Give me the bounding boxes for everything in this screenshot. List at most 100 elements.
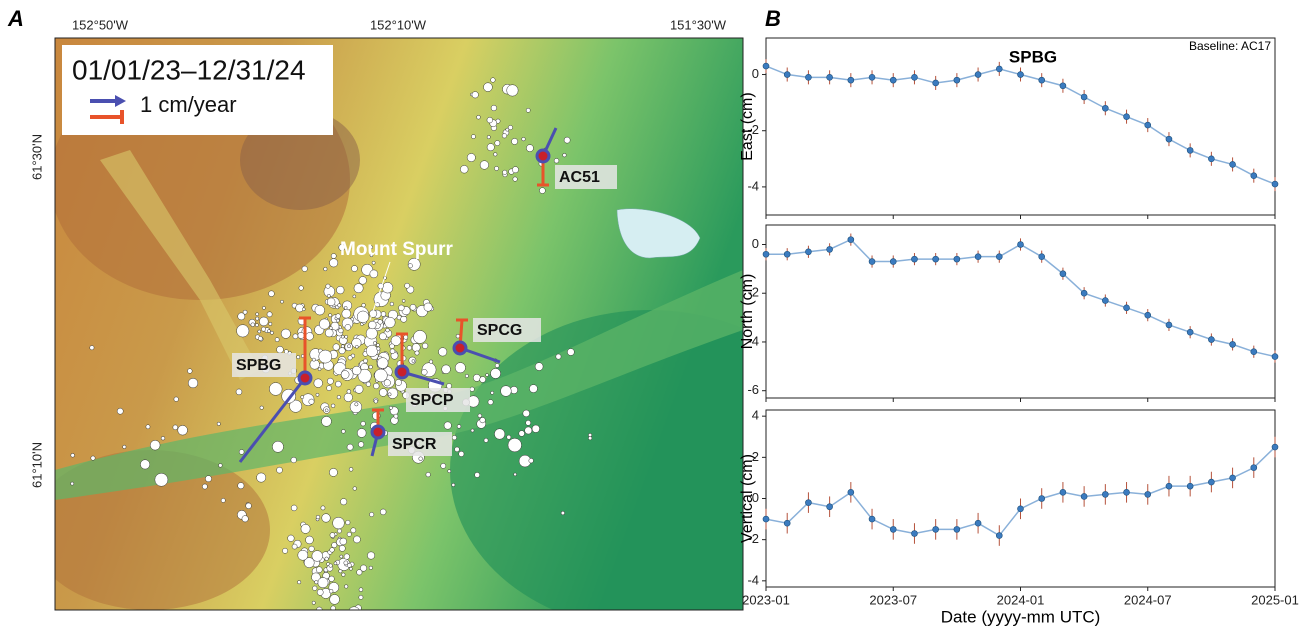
earthquake <box>272 440 284 453</box>
earthquake <box>259 405 264 410</box>
earthquake <box>358 595 364 600</box>
earthquake <box>443 421 452 430</box>
earthquake <box>329 532 336 538</box>
earthquake <box>346 562 352 568</box>
earthquake <box>324 328 334 338</box>
earthquake <box>237 482 245 490</box>
earthquake <box>367 551 376 560</box>
earthquake <box>172 424 179 431</box>
earthquake <box>305 535 314 545</box>
point <box>1250 172 1258 179</box>
earthquake <box>365 344 379 357</box>
earthquake <box>297 580 302 585</box>
earthquake <box>479 417 486 424</box>
earthquake <box>329 258 339 268</box>
x-tick-label: 2024-01 <box>997 592 1045 607</box>
earthquake <box>490 104 497 112</box>
y-tick-label: -2 <box>747 531 759 546</box>
earthquake <box>494 428 506 440</box>
point <box>1102 297 1109 304</box>
earthquake <box>326 293 331 298</box>
earthquake <box>428 359 434 364</box>
earthquake <box>145 424 151 430</box>
earthquake <box>313 378 323 388</box>
earthquake <box>311 357 316 362</box>
earthquake <box>315 566 323 573</box>
earthquake <box>274 337 280 342</box>
earthquake <box>401 299 406 303</box>
earthquake <box>339 537 347 546</box>
earthquake <box>329 468 338 477</box>
earthquake <box>270 330 274 335</box>
earthquake <box>502 169 508 175</box>
earthquake <box>338 347 346 355</box>
earthquake <box>376 343 380 347</box>
earthquake <box>301 265 308 272</box>
earthquake <box>505 127 510 132</box>
point <box>932 79 939 87</box>
earthquake <box>140 459 151 470</box>
point <box>805 499 812 506</box>
earthquake <box>356 428 367 438</box>
point <box>826 74 833 81</box>
earthquake <box>276 466 283 474</box>
earthquake <box>289 399 303 413</box>
earthquake <box>300 395 305 399</box>
earthquake <box>328 313 333 318</box>
earthquake <box>320 505 326 511</box>
earthquake <box>389 348 396 354</box>
earthquake <box>343 392 353 402</box>
map-frame <box>54 37 744 611</box>
point <box>783 71 791 78</box>
point <box>1186 328 1194 336</box>
earthquake <box>337 528 342 534</box>
earthquake <box>326 385 332 391</box>
earthquake <box>563 136 571 144</box>
point <box>1123 113 1130 120</box>
earthquake <box>483 82 493 92</box>
point <box>911 530 918 537</box>
point <box>1271 180 1279 188</box>
point <box>889 258 897 265</box>
earthquake <box>187 377 199 389</box>
earthquake <box>470 428 475 433</box>
point <box>995 253 1003 260</box>
earthquake <box>337 303 342 308</box>
earthquake <box>267 329 271 333</box>
earthquake <box>385 328 390 333</box>
earthquake <box>414 350 420 356</box>
point <box>783 519 791 527</box>
label-box <box>388 432 452 456</box>
y-axis-label: East (cm) <box>739 92 756 160</box>
y-axis-label: Vertical (cm) <box>739 454 756 543</box>
earthquake <box>376 357 389 369</box>
earthquake <box>261 326 266 332</box>
earthquake <box>343 553 350 560</box>
earthquake <box>539 187 546 194</box>
earthquake <box>506 84 519 97</box>
earthquake <box>531 424 540 433</box>
earthquake <box>369 253 374 258</box>
point <box>911 255 918 263</box>
earthquake <box>327 377 334 385</box>
legend-box <box>62 45 333 135</box>
y-tick-label: -2 <box>747 285 759 300</box>
earthquake <box>332 516 345 530</box>
earthquake <box>490 390 495 395</box>
earthquake <box>338 569 343 574</box>
point <box>783 250 791 258</box>
earthquake <box>379 388 388 397</box>
earthquake <box>534 362 544 371</box>
earthquake <box>287 534 295 542</box>
earthquake <box>471 134 476 139</box>
earthquake <box>268 322 273 326</box>
point <box>762 515 770 523</box>
earthquake <box>338 244 346 251</box>
earthquake <box>177 425 188 436</box>
series-line <box>765 446 1276 537</box>
earthquake <box>358 441 365 448</box>
station-label: SPBG <box>236 357 281 374</box>
point <box>889 76 897 84</box>
valley <box>55 270 743 500</box>
earthquake <box>341 308 352 319</box>
